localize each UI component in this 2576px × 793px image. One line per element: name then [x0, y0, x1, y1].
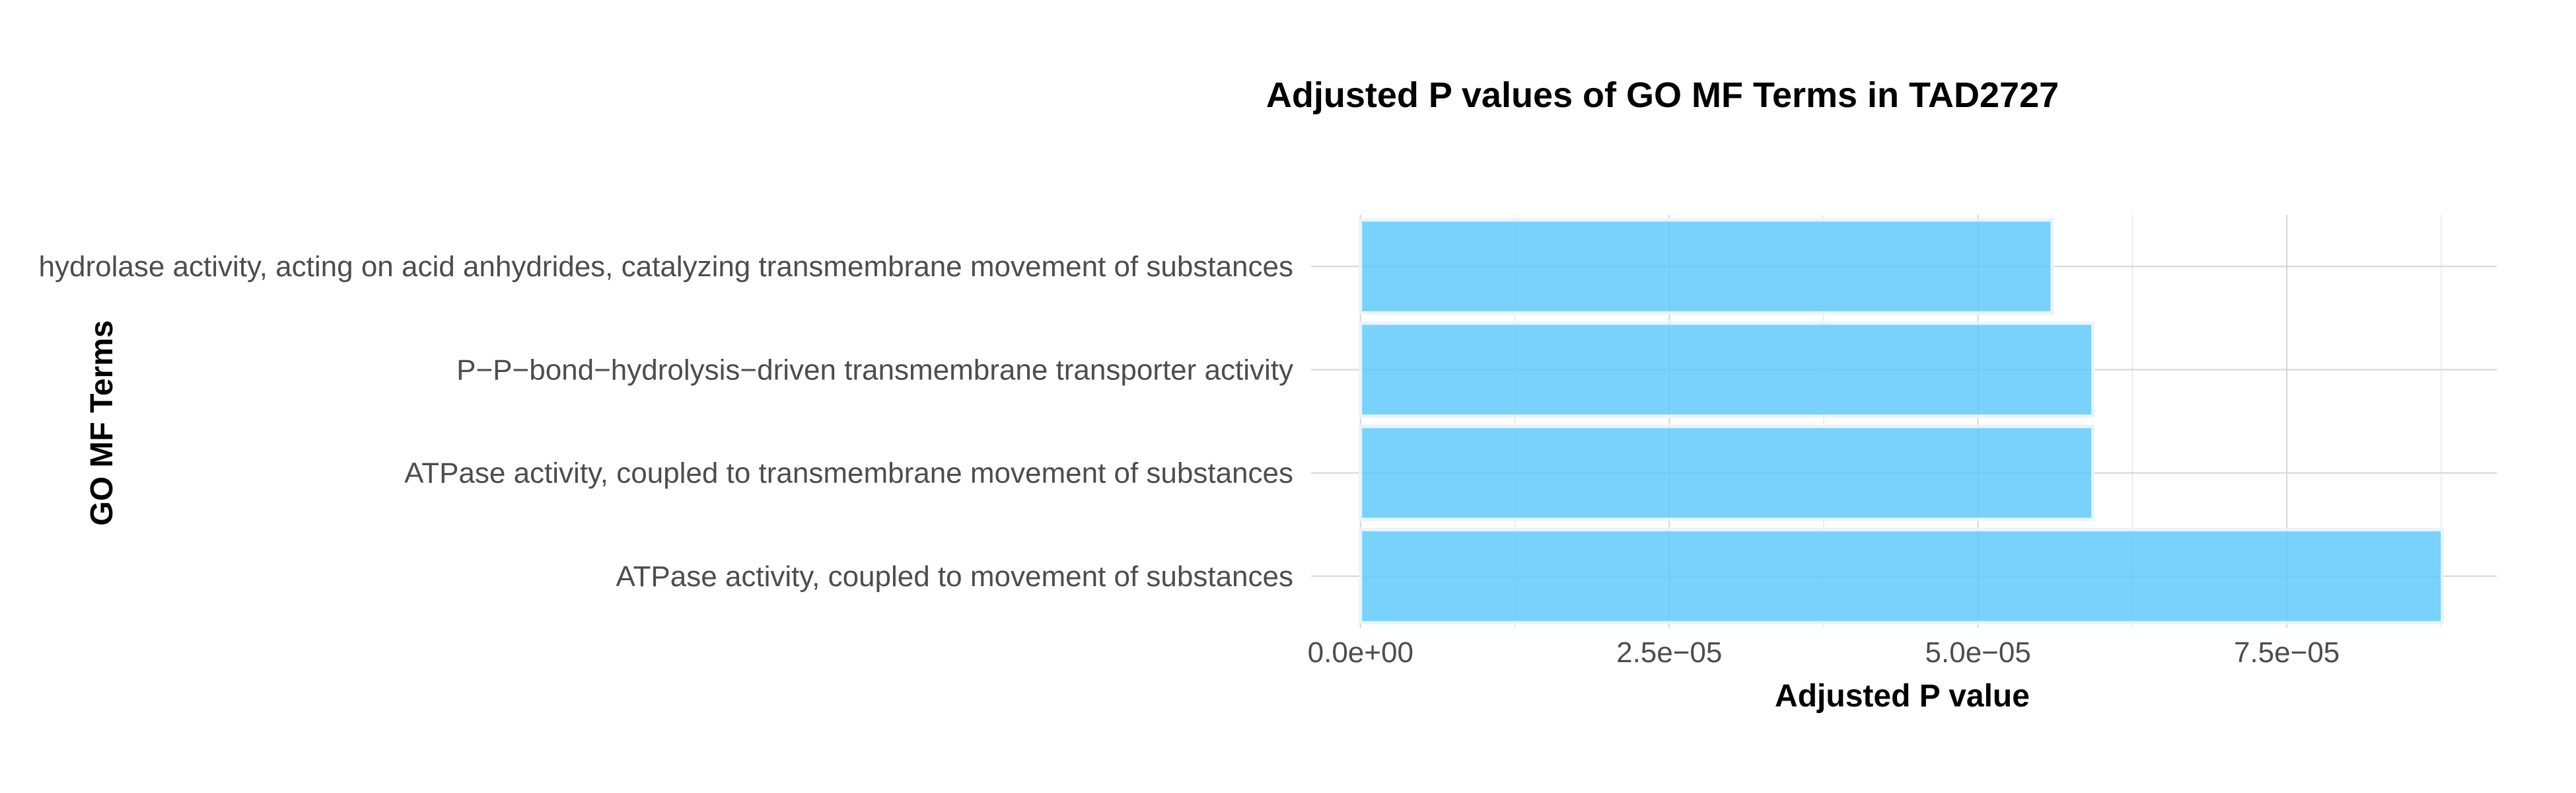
- bar-3: [1359, 424, 2095, 521]
- y-tick-label: ATPase activity, coupled to movement of …: [616, 560, 1293, 593]
- x-tick-label: 7.5e−05: [2234, 636, 2340, 669]
- chart-title: Adjusted P values of GO MF Terms in TAD2…: [1266, 75, 2059, 115]
- bar-2: [1359, 321, 2095, 418]
- x-tick-label: 2.5e−05: [1616, 636, 1722, 669]
- label-layer: hydrolase activity, acting on acid anhyd…: [39, 250, 2340, 669]
- y-tick-label: P−P−bond−hydrolysis−driven transmembrane…: [456, 354, 1293, 386]
- x-tick-label: 5.0e−05: [1925, 636, 2031, 669]
- bar-layer: [1359, 218, 2445, 624]
- bar-4: [1359, 528, 2445, 624]
- bar-1: [1359, 218, 2054, 315]
- y-tick-label: hydrolase activity, acting on acid anhyd…: [39, 250, 1293, 283]
- x-axis-title: Adjusted P value: [1775, 679, 2030, 714]
- y-tick-label: ATPase activity, coupled to transmembran…: [404, 457, 1293, 490]
- y-axis-title: GO MF Terms: [85, 320, 120, 525]
- x-tick-label: 0.0e+00: [1308, 636, 1413, 669]
